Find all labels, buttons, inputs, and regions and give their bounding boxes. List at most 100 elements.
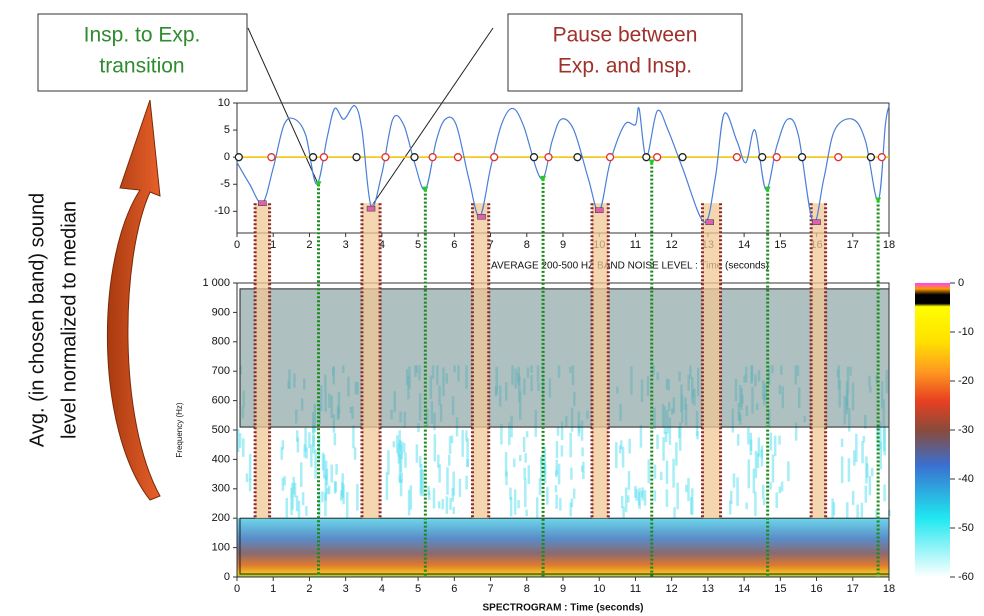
x-tick-label: 7	[487, 239, 493, 251]
spectrogram-texture	[465, 430, 468, 442]
spectrogram-texture	[778, 486, 782, 494]
spectrogram-texture	[522, 436, 526, 453]
spectrogram-texture	[853, 450, 856, 466]
spectrogram-texture	[418, 456, 422, 468]
spectrogram-texture	[297, 500, 301, 519]
x-axis-label: SPECTROGRAM : Time (seconds)	[483, 603, 644, 614]
spectrogram-texture	[308, 432, 311, 448]
spectrogram-texture	[627, 495, 630, 503]
spectrogram-texture	[448, 454, 451, 466]
spectrogram-texture	[419, 469, 423, 496]
spectrogram-texture	[353, 447, 357, 460]
y-tick-label: 10	[218, 97, 230, 109]
spectrogram-texture	[352, 425, 355, 449]
x-tick-label: 12	[666, 583, 678, 595]
spectrogram-texture	[736, 477, 739, 506]
spectrogram-texture	[438, 464, 441, 483]
spectrogram-texture	[883, 484, 886, 502]
spectrogram-texture	[327, 485, 331, 495]
spectrogram-texture	[555, 494, 558, 509]
spectrogram-texture	[524, 453, 527, 463]
spectrogram-texture	[847, 458, 851, 482]
spectrogram-texture	[780, 481, 784, 492]
x-tick-label: 14	[738, 583, 750, 595]
spectrogram-texture	[757, 437, 761, 457]
x-tick-label: 14	[738, 239, 750, 251]
spectrogram-texture	[540, 456, 543, 482]
spectrogram-texture	[245, 473, 249, 483]
spectrogram-texture	[732, 473, 736, 488]
x-tick-label: 8	[524, 583, 530, 595]
point-marker	[308, 153, 318, 162]
spectrogram-texture	[317, 435, 321, 461]
point-marker	[234, 153, 243, 162]
spectrogram-texture	[870, 467, 874, 477]
x-tick-label: 12	[666, 239, 678, 251]
point-marker	[653, 153, 662, 162]
spectrogram-texture	[407, 489, 411, 516]
spectrogram-texture	[321, 452, 325, 471]
signal-line	[236, 105, 890, 224]
spectrogram-texture	[635, 488, 638, 501]
point-marker	[812, 219, 821, 225]
x-tick-label: 15	[774, 239, 786, 251]
spectrogram-texture	[452, 471, 455, 496]
pause-band	[702, 203, 721, 519]
spectrogram-texture	[756, 453, 760, 469]
spectrogram-texture	[466, 438, 469, 468]
spectrogram-texture	[653, 464, 657, 479]
spectrogram-texture	[398, 430, 401, 452]
spectrogram-texture	[862, 435, 866, 443]
spectrogram-texture	[665, 489, 669, 507]
spectrogram-texture	[540, 456, 543, 465]
spectrogram-texture	[437, 454, 440, 468]
spectrogram-texture	[449, 497, 452, 510]
spectrogram-texture	[301, 492, 305, 506]
spectrogram-low-band	[237, 518, 889, 577]
spectrogram-texture	[730, 490, 733, 505]
plot-frame	[236, 102, 890, 234]
point-marker	[544, 153, 553, 162]
colorbar-tick-label: -20	[958, 375, 974, 387]
spectrogram-texture	[543, 447, 547, 476]
spectrogram-texture	[640, 490, 644, 498]
spectrogram-texture	[304, 427, 307, 452]
spectrogram-texture	[451, 488, 455, 502]
spectrogram-texture	[324, 474, 327, 501]
spectrogram-texture	[334, 481, 337, 493]
spectrogram-texture	[291, 483, 294, 510]
spectrogram-texture	[450, 435, 454, 444]
spectrogram-texture	[415, 444, 419, 463]
spectrogram-texture	[314, 449, 317, 479]
x-tick-label: 0	[234, 239, 240, 251]
spectrogram-texture	[318, 491, 321, 516]
spectrogram-texture	[615, 442, 618, 469]
spectrogram-texture	[752, 468, 756, 494]
point-marker	[258, 200, 267, 206]
spectrogram-texture	[664, 431, 668, 443]
spectrogram-texture	[385, 472, 389, 500]
point-marker	[267, 153, 276, 162]
spectrogram-texture	[557, 463, 561, 485]
x-tick-label: 7	[487, 583, 493, 595]
spectrogram-texture	[505, 471, 508, 486]
y-tick-label: 100	[212, 542, 230, 554]
spectrogram-texture	[639, 424, 643, 448]
x-tick-label: 11	[630, 583, 641, 595]
spectrogram-texture	[324, 460, 328, 481]
spectrogram-texture	[678, 426, 681, 439]
spectrogram-texture	[690, 497, 693, 515]
spectrogram-texture	[392, 441, 396, 448]
spectrogram-texture	[647, 459, 651, 484]
spectrogram-texture	[555, 459, 558, 469]
spectrogram-texture	[397, 443, 400, 457]
y-tick-label: 700	[212, 365, 230, 377]
x-tick-label: 3	[343, 239, 349, 251]
spectrogram-texture	[458, 478, 462, 497]
y-tick-label: 400	[212, 453, 230, 465]
y-axis-label: level normalized to median	[58, 201, 80, 439]
spectrogram-texture	[620, 495, 624, 509]
spectrogram-texture	[538, 477, 542, 496]
spectrogram-texture	[283, 476, 286, 486]
spectrogram-texture	[749, 439, 753, 451]
